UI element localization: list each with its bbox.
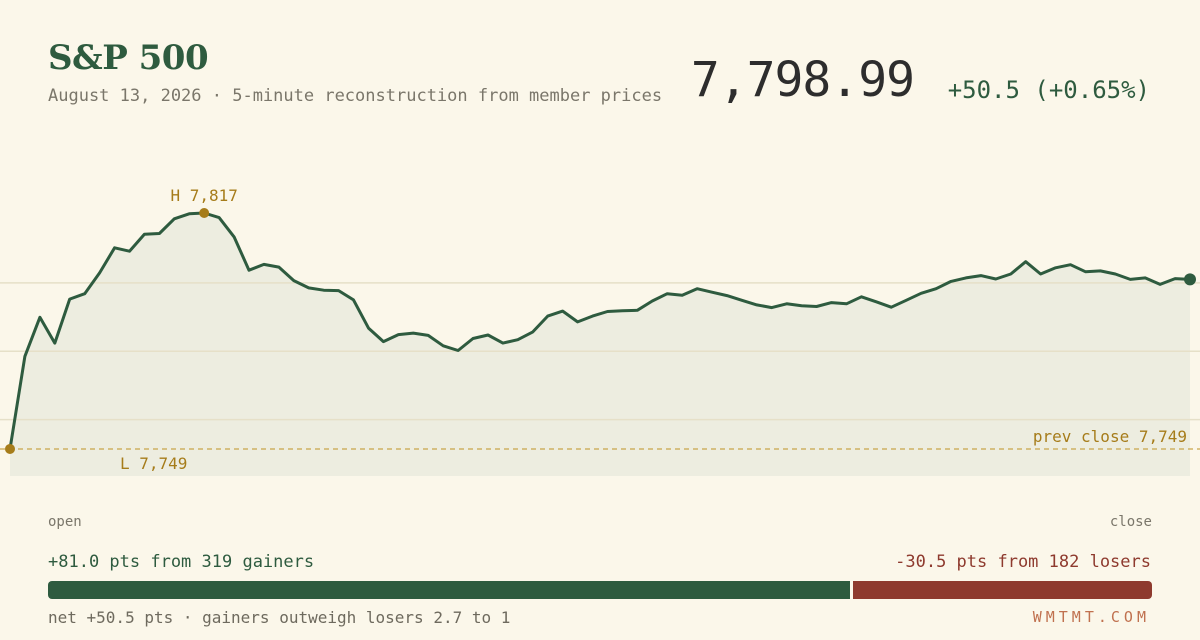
bar-divider xyxy=(850,581,854,599)
page-title: S&P 500 xyxy=(48,38,209,78)
gainers-summary: +81.0 pts from 319 gainers xyxy=(48,552,315,572)
high-marker xyxy=(199,207,210,218)
intraday-chart: H 7,817 L 7,749 prev close 7,749 xyxy=(0,186,1200,476)
price-area xyxy=(10,213,1190,476)
prev-close-label: prev close 7,749 xyxy=(1033,427,1187,446)
x-end-label: close xyxy=(1109,514,1152,530)
low-marker xyxy=(5,443,15,454)
gainers-bar-segment xyxy=(48,581,851,599)
price-change: +50.5 (+0.65%) xyxy=(947,76,1150,104)
losers-summary: -30.5 pts from 182 losers xyxy=(895,552,1151,572)
x-start-label: open xyxy=(48,514,82,530)
losers-bar-segment xyxy=(853,581,1152,599)
breadth-bar xyxy=(48,581,1152,599)
brand-logo-text: WMTMT.COM xyxy=(1032,608,1150,626)
last-price-marker xyxy=(1184,273,1196,286)
net-summary-note: net +50.5 pts · gainers outweigh losers … xyxy=(48,608,511,627)
low-label: L 7,749 xyxy=(120,454,187,473)
page-subtitle: August 13, 2026 · 5-minute reconstructio… xyxy=(48,86,663,106)
high-label: H 7,817 xyxy=(170,186,237,205)
current-price: 7,798.99 xyxy=(690,52,915,108)
